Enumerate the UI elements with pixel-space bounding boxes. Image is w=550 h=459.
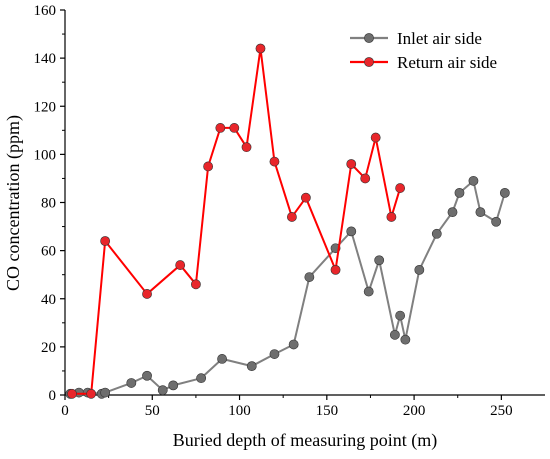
y-tick-label: 80 (41, 196, 56, 212)
series-group (65, 43, 510, 399)
data-point-inlet (217, 354, 227, 364)
y-tick-label: 0 (49, 388, 57, 404)
data-point-inlet (246, 361, 257, 372)
legend-label-inlet: Inlet air side (397, 29, 482, 48)
data-point-return (100, 236, 111, 246)
data-point-inlet (346, 226, 357, 237)
y-tick-label: 60 (41, 244, 56, 260)
data-point-inlet (414, 264, 425, 275)
legend-label-return: Return air side (397, 53, 497, 72)
data-point-inlet (142, 370, 152, 381)
data-point-return (241, 142, 252, 153)
x-tick-label: 250 (490, 403, 513, 419)
x-ticks: 0 50 100 150 200 250 (61, 395, 513, 419)
data-point-return (215, 123, 226, 133)
data-point-return (175, 260, 186, 270)
data-point-inlet (447, 207, 458, 218)
y-tick-label: 160 (34, 3, 57, 19)
data-point-inlet (491, 216, 502, 227)
y-tick-label: 140 (34, 51, 57, 67)
data-point-return (346, 159, 357, 169)
y-tick-label: 120 (34, 99, 57, 115)
legend-marker-inlet (364, 33, 374, 43)
data-point-inlet (363, 286, 374, 297)
data-point-return (191, 279, 201, 290)
y-axis-title: CO concentration (ppm) (3, 115, 24, 291)
data-point-return (269, 156, 280, 167)
data-point-inlet (304, 272, 315, 282)
x-tick-label: 100 (228, 403, 251, 419)
legend: Inlet air side Return air side (350, 29, 497, 72)
data-point-inlet (157, 385, 168, 396)
y-tick-label: 20 (41, 340, 56, 356)
data-point-inlet (468, 175, 479, 186)
x-tick-label: 150 (316, 403, 339, 419)
data-point-return (142, 289, 152, 299)
data-point-inlet (400, 334, 411, 345)
data-point-inlet (395, 310, 406, 321)
data-point-inlet (100, 387, 111, 398)
x-axis-title: Buried depth of measuring point (m) (173, 430, 437, 451)
legend-marker-return (364, 57, 374, 67)
x-tick-label: 200 (403, 403, 426, 419)
data-point-inlet (126, 378, 137, 388)
data-point-inlet (374, 255, 385, 266)
data-point-inlet (269, 349, 280, 359)
data-point-inlet (454, 187, 465, 198)
plot-area: 0 50 100 150 200 250 0 20 40 60 80 100 120 140 160 (34, 3, 545, 419)
data-point-inlet (475, 207, 486, 218)
data-point-return (300, 192, 311, 203)
series-line-return (71, 47, 402, 395)
data-point-return (360, 173, 371, 184)
y-ticks: 0 20 40 60 80 100 120 140 160 (34, 3, 65, 404)
data-point-return (203, 161, 214, 172)
data-point-return (229, 123, 240, 133)
data-point-return (370, 132, 381, 143)
y-tick-label: 40 (41, 292, 56, 308)
data-point-inlet (499, 187, 510, 198)
data-point-inlet (288, 339, 299, 350)
data-point-return (287, 212, 297, 222)
data-point-return (395, 183, 406, 193)
series-line-inlet (70, 179, 506, 395)
data-point-return (330, 264, 341, 275)
data-point-inlet (431, 228, 442, 239)
data-point-inlet (168, 380, 179, 391)
data-point-inlet (196, 373, 207, 384)
data-point-return (386, 212, 397, 222)
x-tick-label: 0 (61, 403, 69, 419)
y-tick-label: 100 (34, 147, 57, 163)
x-tick-label: 50 (145, 403, 160, 419)
data-point-inlet (389, 329, 400, 340)
data-point-return (255, 43, 266, 54)
data-point-return (67, 388, 77, 399)
data-point-return (86, 388, 97, 399)
